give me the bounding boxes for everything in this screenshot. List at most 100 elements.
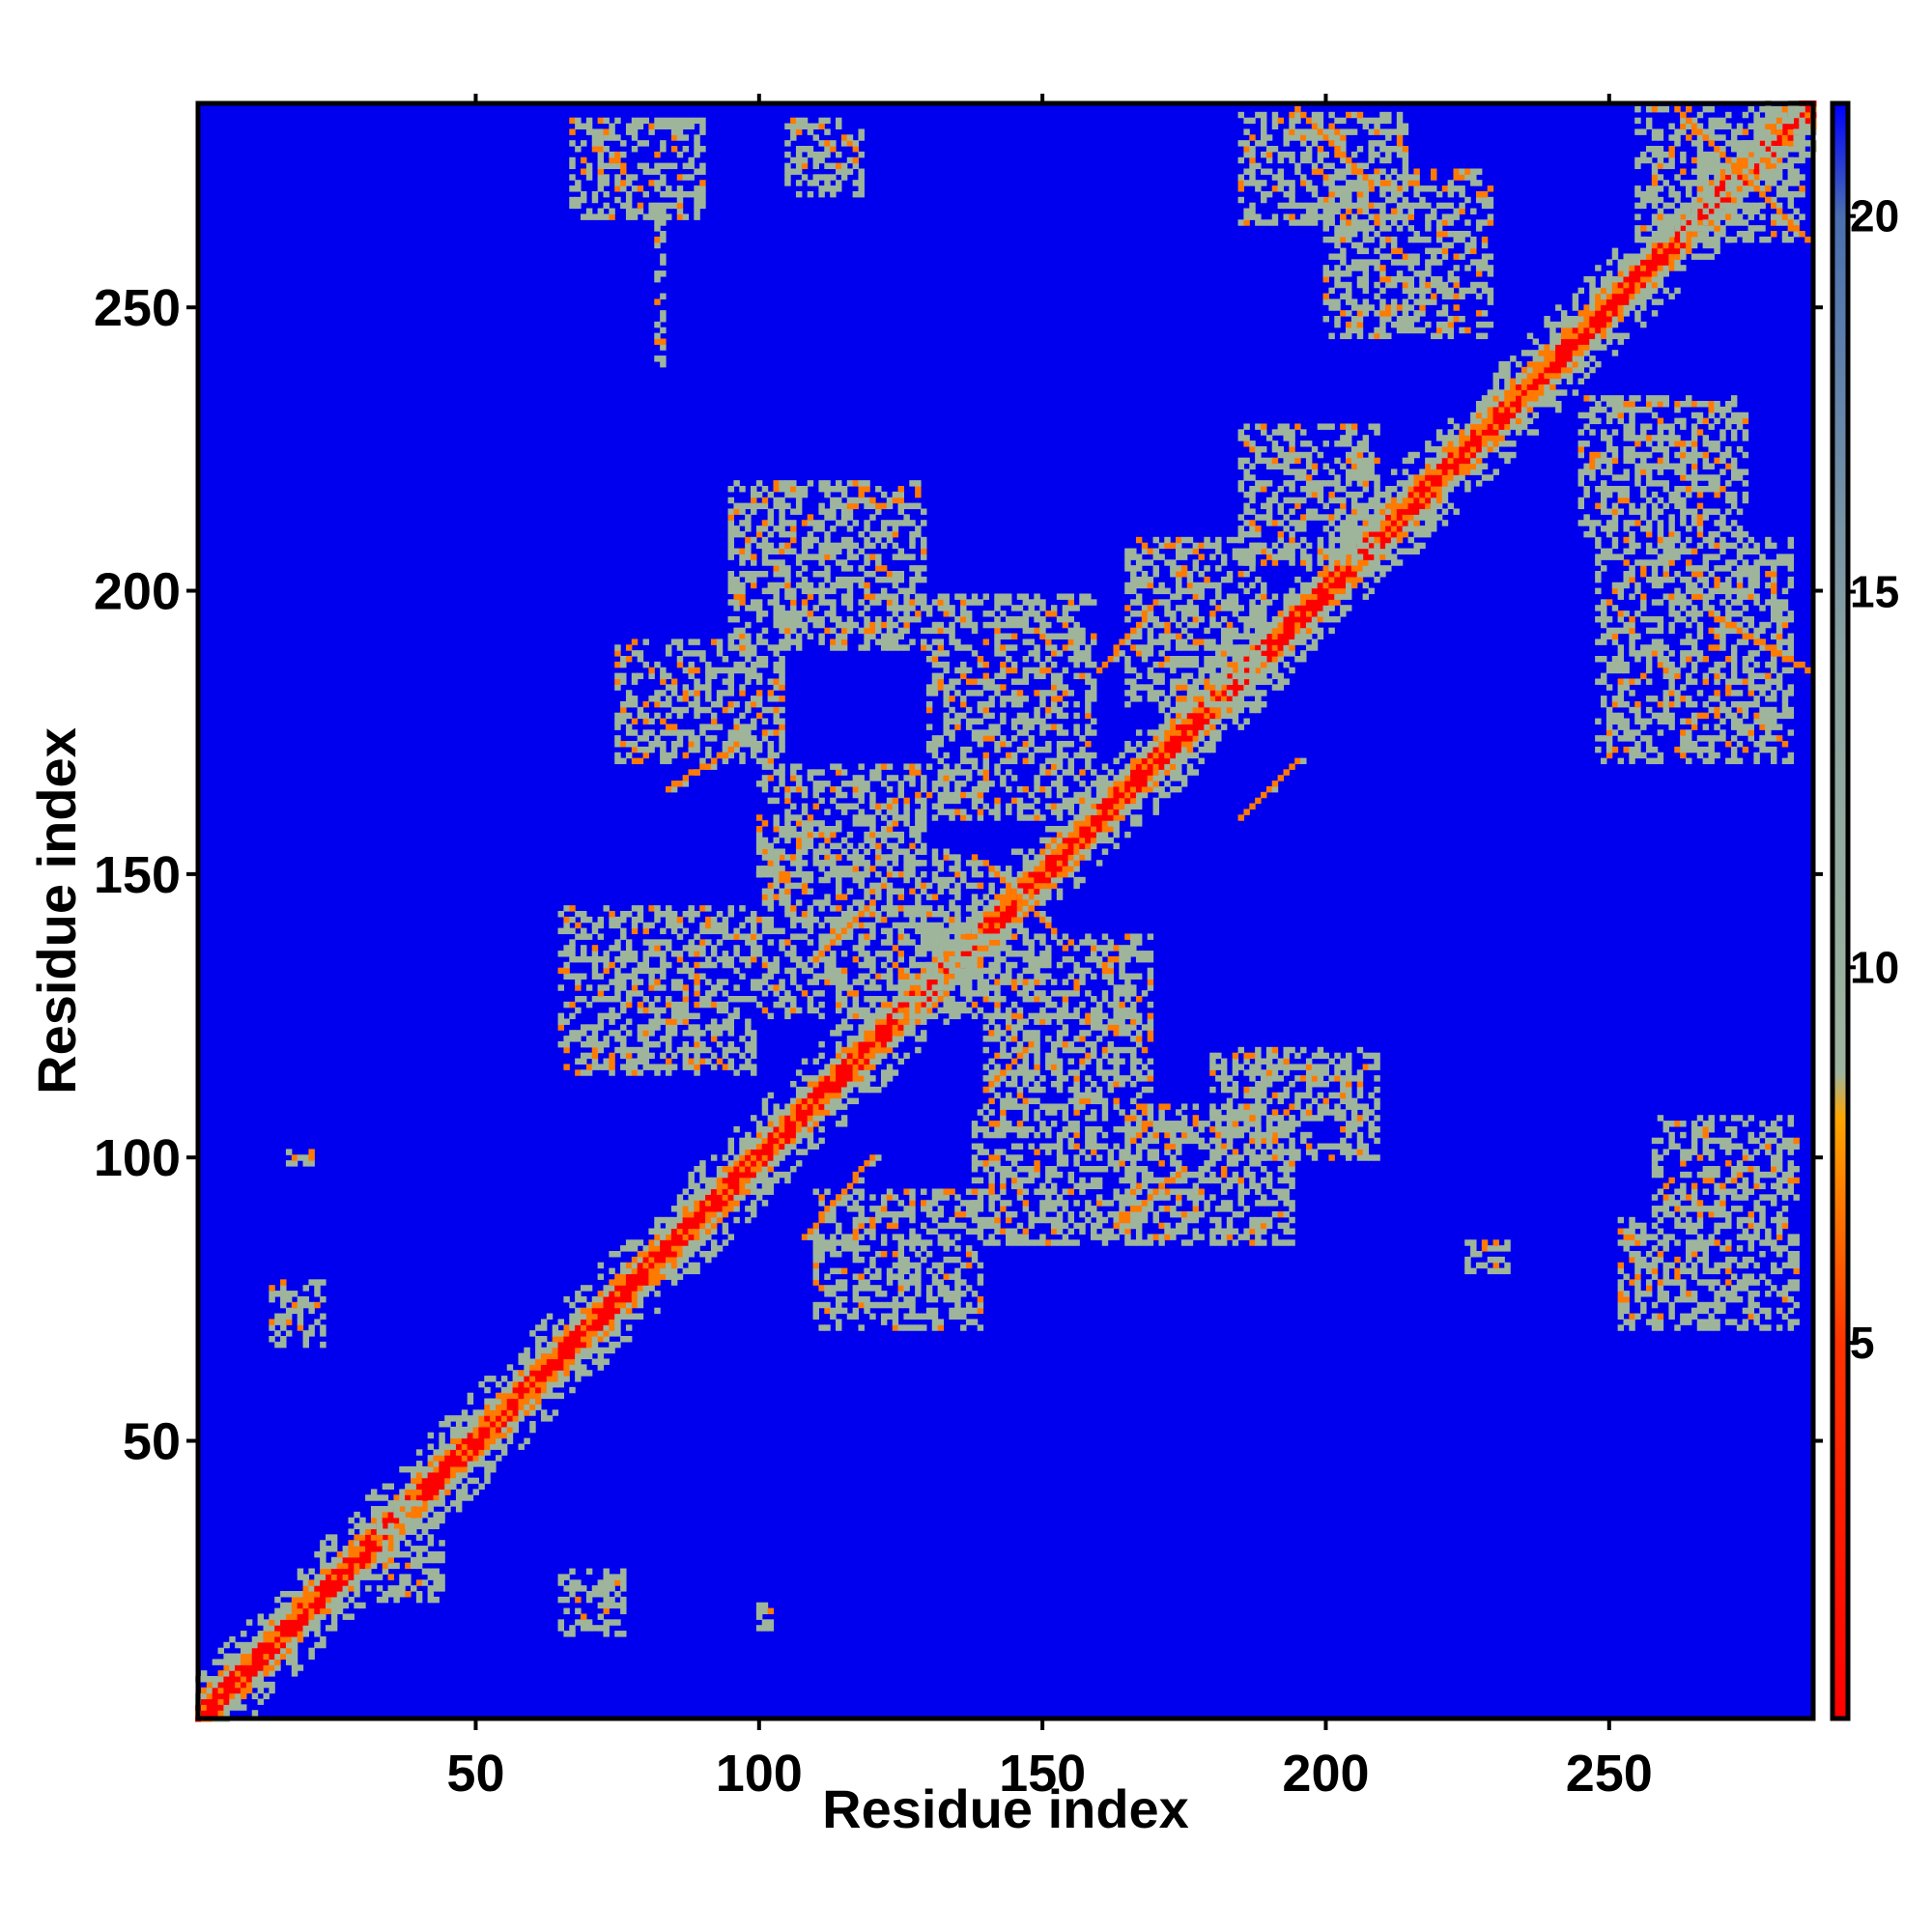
diagonal-cell <box>524 1347 530 1354</box>
diagonal-cell <box>807 1131 814 1139</box>
diagonal-cell <box>1674 231 1681 238</box>
diagonal-cell <box>1435 474 1443 481</box>
diagonal-cell <box>1317 593 1324 600</box>
contact-cell <box>676 644 684 651</box>
diagonal-cell <box>915 979 922 985</box>
contact-cell <box>886 621 894 629</box>
diagonal-cell <box>1113 826 1120 833</box>
contact-cell <box>727 526 734 532</box>
diagonal-cell <box>1544 384 1550 390</box>
diagonal-cell <box>241 1692 247 1700</box>
diagonal-cell <box>609 1330 615 1337</box>
diagonal-cell <box>1016 916 1024 923</box>
diagonal-cell <box>439 1449 445 1456</box>
diagonal-cell <box>1385 502 1392 510</box>
diagonal-cell <box>773 1143 780 1150</box>
diagonal-cell <box>1158 706 1165 714</box>
contact-cell <box>654 696 661 702</box>
diagonal-cell <box>1714 242 1720 249</box>
contact-cell <box>892 542 899 550</box>
contact-cell <box>733 548 740 554</box>
contact-cell <box>710 712 718 720</box>
contact-cell <box>767 746 775 753</box>
contact-cell <box>660 355 667 362</box>
diagonal-cell <box>370 1517 378 1524</box>
contact-cell <box>830 497 837 504</box>
diagonal-cell <box>761 1131 769 1139</box>
contact-cell <box>405 1574 412 1580</box>
contact-cell <box>642 661 649 668</box>
contact-cell <box>739 639 746 645</box>
diagonal-cell <box>790 1097 797 1105</box>
diagonal-cell <box>931 979 939 985</box>
diagonal-cell <box>1204 746 1210 753</box>
contact-cell <box>676 185 684 192</box>
diagonal-cell <box>269 1659 275 1665</box>
diagonal-cell <box>411 1483 417 1490</box>
diagonal-cell <box>864 1086 870 1094</box>
contact-cell <box>308 1149 315 1155</box>
diagonal-cell <box>1708 253 1715 260</box>
contact-cell <box>631 729 639 736</box>
contact-cell <box>739 633 746 639</box>
diagonal-cell <box>1504 429 1511 436</box>
diagonal-cell <box>1605 338 1613 345</box>
diagonal-cell <box>1555 366 1562 374</box>
diagonal-cell <box>455 1489 463 1495</box>
contact-cell <box>421 1568 429 1575</box>
diagonal-cell <box>484 1409 491 1416</box>
diagonal-cell <box>348 1550 355 1558</box>
diagonal-cell <box>836 1064 842 1070</box>
diagonal-cell <box>444 1455 451 1462</box>
diagonal-cell <box>1538 344 1545 351</box>
diagonal-cell <box>512 1370 520 1377</box>
diagonal-cell <box>1164 746 1171 753</box>
diagonal-cell <box>761 1103 769 1110</box>
diagonal-cell <box>1804 140 1811 147</box>
diagonal-cell <box>688 1228 695 1235</box>
contact-cell <box>274 1330 281 1337</box>
contact-cell <box>682 123 690 129</box>
contact-cell <box>631 757 639 765</box>
diagonal-cell <box>836 1030 842 1037</box>
contact-cell <box>631 185 639 192</box>
diagonal-cell <box>1045 882 1052 890</box>
contact-cell <box>433 1500 440 1507</box>
diagonal-cell <box>767 1092 775 1099</box>
diagonal-cell <box>818 1115 825 1122</box>
diagonal-cell <box>1124 797 1131 805</box>
diagonal-cell <box>1050 826 1058 833</box>
contact-cell <box>597 151 605 158</box>
diagonal-cell <box>1135 781 1143 787</box>
diagonal-cell <box>1073 820 1080 827</box>
diagonal-cell <box>858 1058 865 1065</box>
diagonal-cell <box>722 1166 729 1173</box>
contact-cell <box>909 480 916 487</box>
diagonal-cell <box>506 1392 514 1400</box>
diagonal-cell <box>1510 378 1517 384</box>
diagonal-cell <box>1640 281 1647 289</box>
diagonal-cell <box>223 1664 230 1671</box>
diagonal-cell <box>382 1494 389 1501</box>
diagonal-cell <box>1368 587 1375 595</box>
diagonal-cell <box>694 1262 700 1269</box>
diagonal-cell <box>1651 213 1659 220</box>
diagonal-cell <box>1407 486 1414 493</box>
contact-cell <box>694 690 700 696</box>
diagonal-cell <box>836 1046 842 1054</box>
diagonal-cell <box>320 1540 327 1547</box>
contact-cell <box>614 1631 621 1637</box>
diagonal-cell <box>1243 656 1250 663</box>
contact-cell <box>745 526 752 532</box>
diagonal-cell <box>1435 469 1443 475</box>
diagonal-cell <box>1481 417 1489 425</box>
diagonal-cell <box>336 1602 344 1609</box>
diagonal-cell <box>1657 208 1664 214</box>
diagonal-cell <box>581 1347 587 1354</box>
contact-cell <box>824 514 831 521</box>
diagonal-cell <box>512 1392 520 1400</box>
diagonal-cell <box>784 1121 791 1127</box>
diagonal-cell <box>614 1251 621 1258</box>
diagonal-cell <box>257 1653 265 1660</box>
contact-cell <box>705 724 712 730</box>
